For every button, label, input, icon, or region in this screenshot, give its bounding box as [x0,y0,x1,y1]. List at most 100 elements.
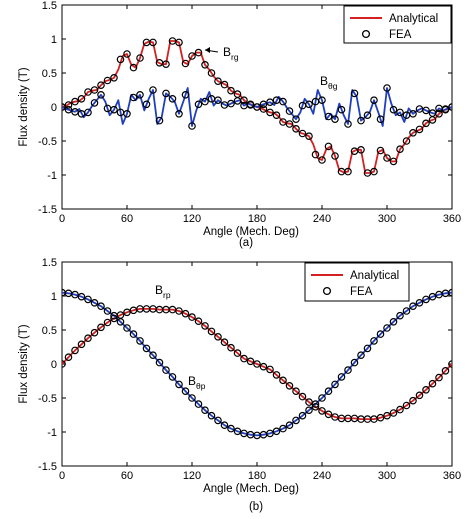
data-point [266,98,274,107]
legend-box [343,5,452,44]
data-point [272,371,281,379]
x-tick-label: 240 [313,213,331,225]
data-point [279,118,287,126]
data-point [227,343,235,352]
data-point [207,411,216,420]
data-point [103,76,112,85]
x-tick-label: 60 [121,470,133,482]
data-point [422,295,430,304]
data-point [214,77,222,86]
data-point [272,427,281,436]
data-point [266,108,274,117]
data-point [331,380,339,389]
data-point [181,59,190,68]
y-tick-label: 0.5 [42,68,57,80]
data-point [396,311,404,320]
series-line-Bg [62,87,452,127]
data-point [428,109,437,117]
data-point [162,60,170,68]
data-point [441,366,450,375]
data-point [298,411,307,420]
data-point [188,122,196,130]
x-tick-label: 180 [248,470,266,482]
data-point [240,354,248,363]
y-tick-label: 0 [51,102,57,114]
data-point [389,317,398,326]
data-point [376,330,385,338]
data-point [253,103,261,111]
data-point [201,322,209,330]
data-point [136,337,144,345]
data-point [448,103,452,111]
data-point [103,307,112,315]
data-point [305,132,313,141]
data-point [396,405,404,414]
data-point [415,125,424,134]
data-point [435,373,443,382]
data-point [123,50,131,58]
data-point [272,111,281,120]
annotation-main: B [188,374,196,388]
data-point [214,96,222,105]
data-point [149,38,157,47]
data-point [142,100,151,109]
data-point [285,107,294,115]
data-point [123,110,131,118]
data-point [116,317,125,326]
data-point [422,119,430,128]
data-point [357,146,365,154]
data-point [116,55,125,64]
x-tick-label: 240 [313,470,331,482]
data-point [129,63,138,72]
data-point [357,116,365,125]
x-tick-label: 300 [378,470,396,482]
data-point [344,167,352,176]
data-point [110,105,118,114]
data-point [90,328,99,337]
data-point [155,116,164,125]
data-point [357,351,365,360]
data-point [363,111,372,120]
data-point [259,100,268,109]
data-point [383,411,391,420]
data-point [389,157,398,166]
data-point [311,150,320,159]
annotation-main: B [155,283,163,297]
data-point [363,344,372,353]
x-axis-label: Angle (Mech. Deg) [203,483,299,495]
data-point [123,324,131,332]
data-point [415,391,424,400]
data-point [103,318,112,327]
data-point [97,323,105,332]
y-tick-label: -1.5 [38,461,57,473]
data-point [285,120,294,128]
x-tick-label: 180 [248,213,266,225]
data-point [64,101,73,109]
data-point [97,81,105,90]
data-point [337,373,346,381]
data-point [318,96,326,105]
data-point [181,387,190,396]
data-point [84,334,92,343]
data-point [370,167,378,176]
data-point [259,362,268,371]
data-point [77,292,86,301]
data-point [324,112,333,121]
data-point [188,313,196,321]
y-tick-label: -1.5 [38,204,57,216]
plot-data [62,288,452,440]
data-point [97,302,105,311]
data-point [220,80,229,89]
data-point [175,307,183,315]
data-point [305,100,313,109]
data-point [214,416,222,425]
annotation-main: B [320,74,328,88]
data-point [181,91,190,99]
data-point [422,385,430,394]
x-tick-label: 360 [443,470,461,482]
data-point [90,99,99,107]
annotation-subscript: θg [328,81,338,91]
data-point [77,340,86,349]
data-point [188,394,196,402]
